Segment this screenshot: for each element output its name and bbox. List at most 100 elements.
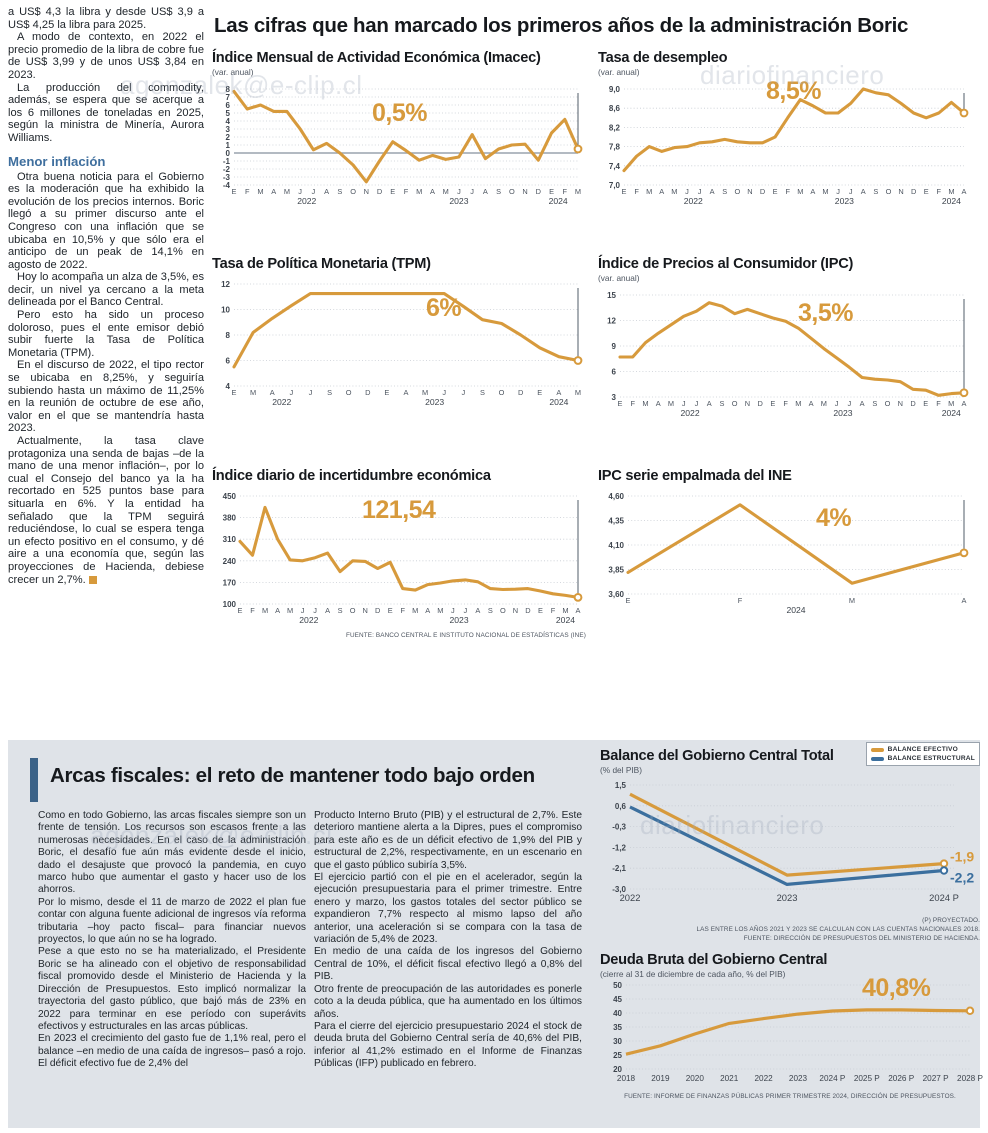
x-axis-tick: M [646, 187, 652, 196]
x-axis-tick: S [719, 399, 724, 408]
x-axis-tick: E [388, 606, 393, 615]
chart-panel-ipc-empalmada: IPC serie empalmada del INE 3,60 3,85 4,10 4… [598, 468, 972, 620]
x-axis-tick: M [948, 187, 954, 196]
x-axis-year: 2022 [681, 408, 700, 418]
last-point-marker [573, 144, 583, 154]
series-line [626, 503, 966, 585]
x-axis-tick: J [695, 399, 699, 408]
chart-title: IPC serie empalmada del INE [598, 468, 792, 484]
paragraph: Producto Interno Bruto (PIB) y el estruc… [314, 810, 582, 871]
page-title: Las cifras que han marcado los primeros … [214, 14, 909, 37]
x-axis-year: 2023 [835, 196, 854, 206]
y-axis-tick: 0,6 [615, 802, 627, 811]
y-axis-tick: 170 [223, 578, 237, 587]
x-axis-tick: J [313, 606, 317, 615]
x-axis-tick: A [962, 596, 967, 605]
y-axis-tick: -4 [223, 181, 231, 190]
x-axis-tick: E [538, 606, 543, 615]
x-axis-year: 2024 [786, 605, 805, 615]
y-axis-tick: 6 [612, 368, 617, 377]
x-axis-tick: J [461, 388, 465, 397]
x-axis-tick: D [911, 187, 916, 196]
x-axis-tick: S [488, 606, 493, 615]
x-axis-tick: S [327, 388, 332, 397]
x-axis-tick: 2027 P [923, 1074, 949, 1083]
x-axis-tick: A [483, 187, 488, 196]
paragraph: a US$ 4,3 la libra y desde US$ 3,9 a US$… [8, 6, 204, 31]
chart-title: Tasa de desempleo [598, 50, 728, 66]
paragraph: Otra buena noticia para el Gobierno es l… [8, 170, 204, 271]
x-axis-tick: 2026 P [888, 1074, 914, 1083]
x-axis-tick: M [422, 388, 428, 397]
y-axis-tick: -3,0 [612, 885, 626, 894]
x-axis-tick: O [734, 187, 740, 196]
x-axis-tick: 2028 P [957, 1074, 983, 1083]
paragraph: Para el cierre del ejercicio presupuesta… [314, 1020, 582, 1070]
y-axis-tick: 40 [613, 1009, 622, 1018]
y-axis-tick: 450 [223, 492, 237, 501]
x-axis-year: 2022 [299, 615, 318, 625]
x-axis-tick: A [861, 187, 866, 196]
x-axis-tick: E [549, 187, 554, 196]
x-axis-tick: M [437, 606, 443, 615]
chart-note: LAS ENTRE LOS AÑOS 2021 Y 2023 SE CALCUL… [696, 926, 980, 933]
y-axis-tick: 20 [613, 1065, 622, 1074]
x-axis-tick: M [575, 187, 581, 196]
x-axis-tick: A [404, 388, 409, 397]
y-axis-tick: 6 [226, 101, 231, 110]
x-axis-tick: M [287, 606, 293, 615]
x-axis-tick: E [626, 596, 631, 605]
x-axis-tick: A [430, 187, 435, 196]
last-point-marker [939, 859, 949, 868]
y-axis-tick: 7,4 [609, 162, 621, 171]
fiscal-charts: Balance del Gobierno Central Total (% del… [600, 740, 984, 1100]
x-axis-tick: N [364, 187, 369, 196]
paragraph: A modo de contexto, en 2022 el precio pr… [8, 31, 204, 81]
x-axis-tick: A [556, 388, 561, 397]
chart-canvas: 4 6 8 10 12 E M A J J S O D E A M J J S O D E A M 2022 2023 2024 6% [212, 278, 586, 412]
x-axis-tick: N [898, 399, 903, 408]
x-axis-tick: N [363, 606, 368, 615]
x-axis-tick: J [309, 388, 313, 397]
legend-label: BALANCE ESTRUCTURAL [887, 755, 975, 762]
x-axis-tick: A [325, 606, 330, 615]
paragraph: Por lo mismo, desde el 11 de marzo de 20… [38, 896, 306, 946]
x-axis-tick: F [404, 187, 409, 196]
chart-desempleo: 7,07,47,88,28,69,0E F M A M J J A S O N D E F M A M J J A S O… [609, 85, 969, 206]
chart-canvas: 3 6 9 12 15 E F M A M J J A S O N D E F M A M J J A S O N D E F M A 2022 2… [598, 289, 972, 423]
y-axis-tick: 6 [226, 357, 231, 366]
last-point-marker [939, 866, 949, 875]
series-line [629, 805, 945, 886]
x-axis-year: 2023 [425, 397, 444, 407]
chart-panel-incertidumbre: Índice diario de incertidumbre económica… [212, 468, 586, 639]
series-value-label: -2,2 [950, 870, 974, 886]
y-axis-tick: 35 [613, 1023, 622, 1032]
legend-item: BALANCE EFECTIVO [870, 745, 975, 754]
paragraph: En el discurso de 2022, el tipo rector s… [8, 359, 204, 435]
y-axis-tick: -2 [223, 165, 231, 174]
chart-source: FUENTE: BANCO CENTRAL E INSTITUTO NACION… [345, 632, 586, 639]
fiscal-section-title: Arcas fiscales: el reto de mantener todo… [50, 764, 535, 787]
y-axis-tick: 3,85 [608, 566, 624, 575]
series-line [618, 301, 966, 397]
x-axis-tick: F [634, 187, 639, 196]
chart-callout-value: 3,5% [798, 299, 853, 327]
chart-callout-value: 6% [426, 294, 462, 322]
x-axis-tick: A [962, 187, 967, 196]
chart-callout-value: 0,5% [372, 99, 427, 127]
x-axis-tick: J [847, 399, 851, 408]
last-point-marker [959, 548, 969, 558]
chart-canvas: 3,60 3,85 4,10 4,35 4,60 E F M A 2024 4% [598, 490, 972, 620]
chart-panel-balance: Balance del Gobierno Central Total (% del… [600, 740, 980, 942]
x-axis-tick: N [745, 399, 750, 408]
chart-canvas: 100 170 240 310 380 450 E F M A M J J A S O N D E F M A M J J A S O… [212, 490, 586, 630]
x-axis-tick: M [416, 187, 422, 196]
y-axis-tick: 3 [226, 125, 231, 134]
x-axis-tick: A [271, 187, 276, 196]
x-axis-tick: F [936, 399, 941, 408]
chart-panel-ipc: Índice de Precios al Consumidor (IPC) (va… [598, 256, 972, 423]
x-axis-tick: D [365, 388, 370, 397]
chart-note: (P) PROYECTADO. [922, 917, 980, 924]
x-axis-tick: O [350, 606, 356, 615]
x-axis-tick: A [810, 187, 815, 196]
